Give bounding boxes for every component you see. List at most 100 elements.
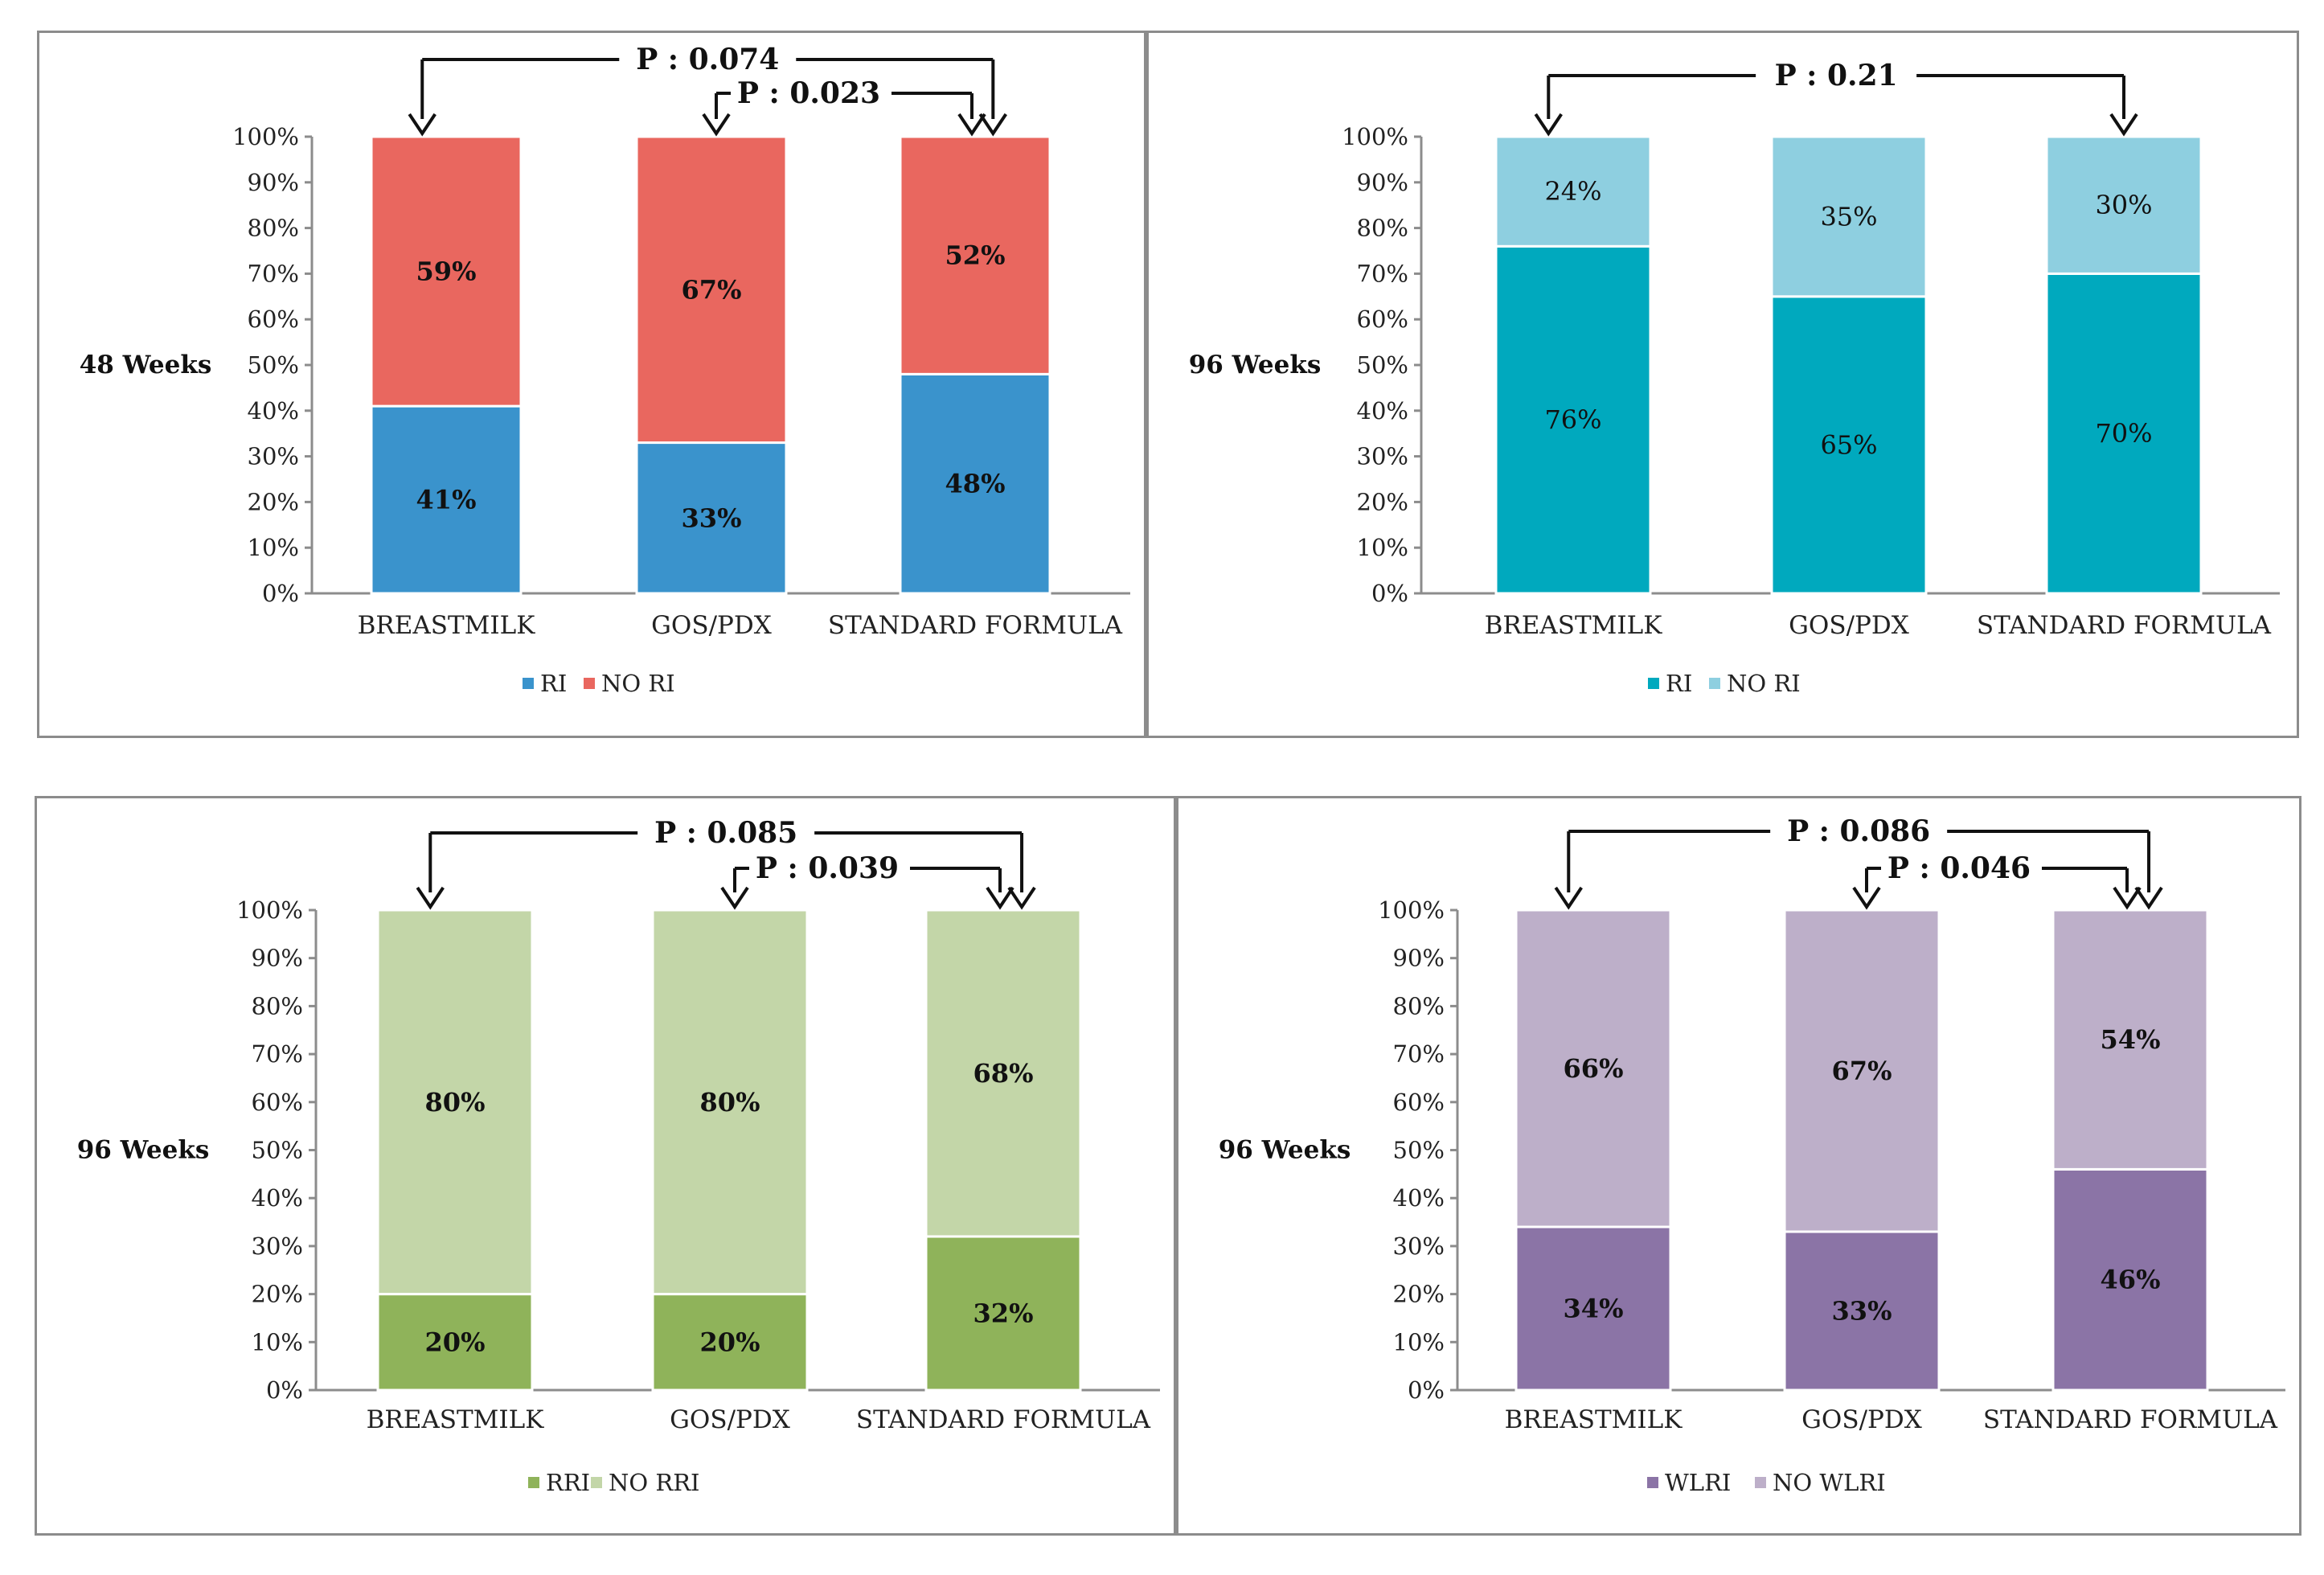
data-label-no-wlri-gos-pdx: 67% (1832, 1056, 1892, 1086)
bar-no-wlri-gos-pdx (1783, 908, 1941, 1233)
y-tick-label: 50% (1357, 351, 1408, 379)
y-tick-label: 30% (248, 443, 299, 470)
data-label-ri-standard-formula: 48% (945, 469, 1006, 499)
y-tick-label: 30% (252, 1233, 303, 1260)
arrow-down-icon (957, 93, 986, 137)
bar-no-wlri-standard-formula (2051, 908, 2209, 1171)
x-tick-label: GOS/PDX (651, 611, 772, 640)
data-label-no-ri-standard-formula: 30% (2095, 190, 2152, 220)
pvalue-bracket-1: P : 0.085 (416, 816, 1036, 910)
arrow-down-icon (416, 833, 445, 910)
data-label-ri-breastmilk: 41% (416, 485, 477, 515)
legend-swatch-wlri (1647, 1477, 1658, 1488)
y-tick-label: 60% (248, 306, 299, 333)
pvalue-bracket-2: P : 0.039 (720, 851, 1014, 910)
y-tick-label: 0% (266, 1376, 303, 1404)
pvalue-bracket-2: P : 0.046 (1852, 851, 2142, 910)
y-tick-label: 90% (248, 169, 299, 196)
arrow-down-icon (2134, 831, 2163, 910)
bar-no-ri-gos-pdx (1770, 135, 1928, 298)
data-label-no-ri-gos-pdx: 35% (1820, 201, 1877, 232)
bar-ri-breastmilk (370, 404, 523, 595)
x-tick-label: BREASTMILK (1485, 611, 1663, 640)
y-tick-label: 60% (1393, 1089, 1445, 1116)
pvalue-label: P : 0.046 (1887, 851, 2031, 885)
arrow-down-icon (702, 93, 731, 137)
bar-ri-standard-formula (899, 372, 1051, 595)
y-tick-label: 80% (1357, 215, 1408, 242)
data-label-no-wlri-standard-formula: 54% (2101, 1024, 2161, 1055)
data-label-wlri-breastmilk: 34% (1564, 1294, 1624, 1324)
bar-no-wlri-breastmilk (1514, 908, 1672, 1228)
y-tick-label: 10% (252, 1328, 303, 1356)
chart-48-weeks-ri: 0% 10% 20% 30% 40% 50% 60% 70% 80% 90% 100% 48 Week… (37, 31, 1146, 738)
data-label-no-ri-breastmilk: 59% (416, 256, 477, 287)
bar-no-ri-gos-pdx (635, 135, 788, 445)
y-tick-label: 20% (248, 488, 299, 515)
legend-label-no-rri: NO RRI (609, 1469, 700, 1496)
data-label-wlri-standard-formula: 46% (2101, 1265, 2161, 1295)
legend-swatch-no-wlri (1755, 1477, 1766, 1488)
y-tick-label: 30% (1393, 1233, 1445, 1260)
y-tick-label: 40% (248, 397, 299, 425)
y-tick-label: 100% (236, 896, 303, 924)
y-tick-label: 0% (1371, 580, 1408, 607)
y-tick-label: 20% (252, 1281, 303, 1308)
arrow-down-icon (2113, 868, 2142, 910)
y-axis-label: 96 Weeks (1219, 1136, 1351, 1165)
bar-ri-gos-pdx (635, 441, 788, 595)
data-label-rri-breastmilk: 20% (425, 1327, 486, 1357)
bar-rri-breastmilk (376, 1293, 534, 1392)
y-tick-label: 100% (1342, 123, 1408, 150)
x-tick-label: GOS/PDX (670, 1405, 790, 1434)
pvalue-bracket-1: P : 0.074 (408, 43, 1007, 137)
arrow-down-icon (408, 59, 437, 137)
pvalue-bracket-1: P : 0.086 (1554, 814, 2163, 910)
data-label-no-rri-gos-pdx: 80% (700, 1087, 760, 1118)
y-tick-label: 50% (252, 1137, 303, 1164)
y-tick-label: 20% (1393, 1281, 1445, 1308)
y-tick-label: 80% (1393, 992, 1445, 1019)
data-label-no-ri-gos-pdx: 67% (682, 274, 742, 305)
y-tick-label: 60% (1357, 306, 1408, 333)
y-tick-label: 70% (1393, 1040, 1445, 1068)
data-label-no-wlri-breastmilk: 66% (1564, 1053, 1624, 1084)
data-label-no-rri-standard-formula: 68% (973, 1058, 1034, 1089)
arrow-down-icon (978, 59, 1007, 137)
pvalue-label: P : 0.086 (1787, 814, 1930, 848)
y-tick-label: 10% (1393, 1328, 1445, 1356)
bar-no-ri-standard-formula (2045, 135, 2203, 275)
x-tick-label: STANDARD FORMULA (856, 1405, 1151, 1434)
y-tick-label: 40% (1393, 1184, 1445, 1212)
data-label-no-ri-standard-formula: 52% (945, 240, 1006, 271)
chart-96-weeks-ri: 0% 10% 20% 30% 40% 50% 60% 70% 80% 90% 100% 96 Week… (1146, 31, 2299, 738)
y-tick-label: 80% (248, 215, 299, 242)
x-tick-label: BREASTMILK (1505, 1405, 1683, 1434)
y-tick-label: 90% (252, 945, 303, 972)
data-label-wlri-gos-pdx: 33% (1832, 1295, 1892, 1326)
legend-label-wlri: WLRI (1665, 1469, 1731, 1496)
arrow-down-icon (1534, 76, 1563, 137)
legend-swatch-no-ri (584, 678, 595, 689)
pvalue-bracket-1: P : 0.21 (1534, 59, 2138, 137)
data-label-ri-standard-formula: 70% (2095, 418, 2152, 449)
y-axis-label: 96 Weeks (1189, 351, 1322, 379)
pvalue-label: P : 0.21 (1775, 59, 1898, 92)
bar-wlri-breastmilk (1514, 1225, 1672, 1392)
legend-label-ri: RI (540, 670, 567, 697)
x-tick-label: STANDARD FORMULA (828, 611, 1123, 640)
legend-swatch-no-ri (1709, 678, 1720, 689)
y-tick-label: 70% (252, 1040, 303, 1068)
data-label-ri-breastmilk: 76% (1544, 404, 1601, 435)
legend-swatch-rri (528, 1477, 539, 1488)
arrow-down-icon (1852, 868, 1881, 910)
pvalue-label: P : 0.039 (756, 851, 899, 885)
chart-96-weeks-wlri: 0% 10% 20% 30% 40% 50% 60% 70% 80% 90% 100% 96 Week… (1176, 796, 2301, 1536)
legend-label-ri: RI (1666, 670, 1692, 697)
bar-rri-standard-formula (924, 1235, 1082, 1392)
bar-no-ri-breastmilk (1494, 135, 1652, 248)
y-tick-label: 80% (252, 992, 303, 1019)
pvalue-label: P : 0.074 (636, 43, 779, 76)
legend-swatch-ri (1648, 678, 1659, 689)
pvalue-bracket-2: P : 0.023 (702, 76, 986, 137)
